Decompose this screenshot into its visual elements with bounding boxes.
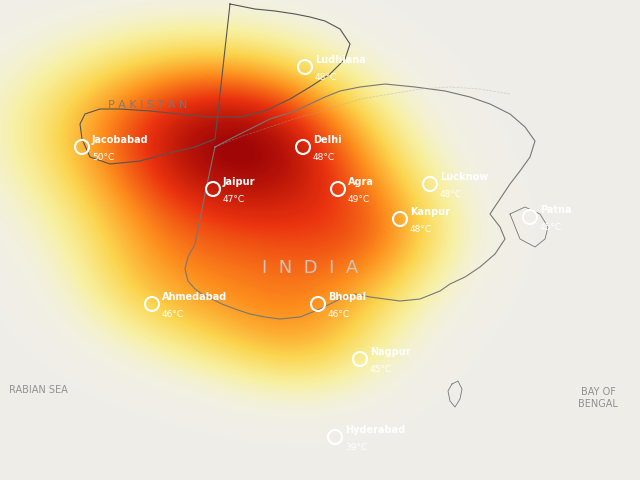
- Text: 48°C: 48°C: [440, 190, 462, 199]
- Text: 48°C: 48°C: [410, 225, 432, 233]
- Text: Agra: Agra: [348, 177, 374, 187]
- Text: Jaipur: Jaipur: [223, 177, 255, 187]
- Text: 46°C: 46°C: [328, 309, 350, 318]
- Text: Lucknow: Lucknow: [440, 172, 488, 181]
- Text: Delhi: Delhi: [313, 135, 342, 144]
- Text: 48°C: 48°C: [313, 153, 335, 162]
- Text: Kanpur: Kanpur: [410, 206, 450, 216]
- Text: 39°C: 39°C: [345, 442, 367, 451]
- Text: BAY OF
BENGAL: BAY OF BENGAL: [578, 386, 618, 408]
- Text: 48°C: 48°C: [315, 73, 337, 82]
- Text: 50°C: 50°C: [92, 153, 115, 162]
- Text: Ludhiana: Ludhiana: [315, 55, 365, 65]
- Text: 49°C: 49°C: [348, 194, 370, 204]
- Text: Bhopal: Bhopal: [328, 291, 366, 301]
- Text: 45°C: 45°C: [540, 223, 562, 231]
- Text: Jacobabad: Jacobabad: [92, 135, 148, 144]
- Text: I  N  D  I  A: I N D I A: [262, 258, 358, 276]
- Text: 47°C: 47°C: [223, 194, 245, 204]
- Text: 45°C: 45°C: [370, 364, 392, 373]
- Text: 46°C: 46°C: [162, 309, 184, 318]
- Text: Patna: Patna: [540, 204, 572, 215]
- Text: RABIAN SEA: RABIAN SEA: [8, 384, 67, 394]
- Text: P A K I S T A N: P A K I S T A N: [108, 100, 188, 110]
- Text: Hyderabad: Hyderabad: [345, 424, 405, 434]
- Text: Nagpur: Nagpur: [370, 346, 411, 356]
- Text: Ahmedabad: Ahmedabad: [162, 291, 227, 301]
